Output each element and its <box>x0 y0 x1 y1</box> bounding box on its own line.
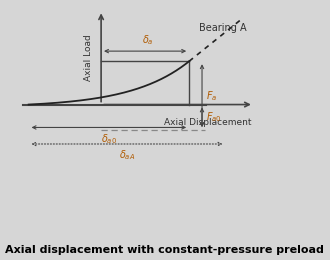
Text: $\delta_{a0}$: $\delta_{a0}$ <box>101 133 117 146</box>
Text: Axial Load: Axial Load <box>84 34 93 81</box>
Text: $\delta_a$: $\delta_a$ <box>142 34 153 47</box>
Text: $F_a$: $F_a$ <box>206 89 217 102</box>
Text: Axial displacement with constant-pressure preload: Axial displacement with constant-pressur… <box>5 245 324 255</box>
Text: $\delta_{aA}$: $\delta_{aA}$ <box>119 148 135 162</box>
Text: $F_{a0}$: $F_{a0}$ <box>206 110 221 124</box>
Text: Axial Displacement: Axial Displacement <box>164 118 251 127</box>
Text: Bearing A: Bearing A <box>199 23 247 33</box>
